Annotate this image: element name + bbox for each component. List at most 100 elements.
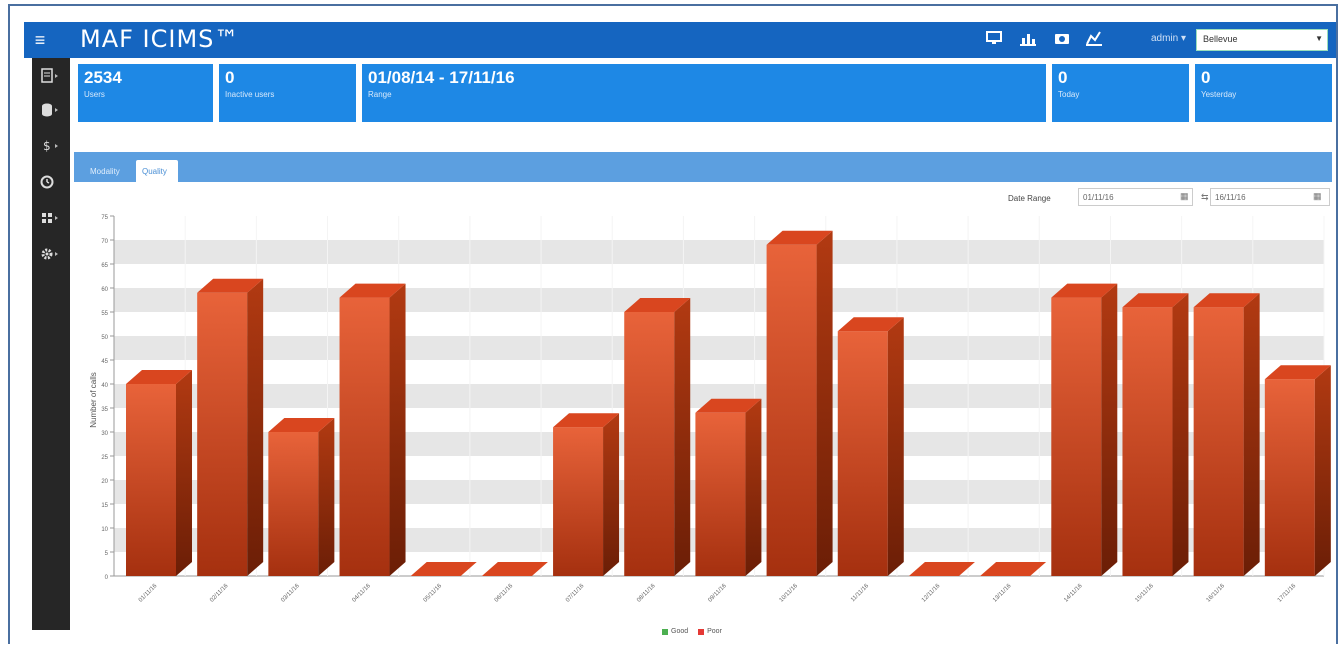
tab-modality[interactable]: Modality [90, 167, 120, 176]
y-tick-label: 25 [101, 455, 108, 461]
y-tick-label: 60 [101, 287, 108, 293]
bar-side [887, 317, 904, 576]
x-tick-label: 04/11/16 [351, 583, 372, 604]
sidebar: $ [32, 58, 70, 630]
bar-side [745, 398, 762, 576]
x-tick-label: 01/11/16 [138, 583, 159, 604]
stat-card-yesterday: 0 Yesterday [1195, 64, 1332, 122]
stat-label: Yesterday [1201, 90, 1237, 99]
grid-band [114, 240, 1324, 264]
bar-front [1193, 307, 1244, 576]
bar-side [1243, 293, 1260, 576]
bar-top [481, 562, 548, 576]
stat-value: 0 [1201, 68, 1211, 87]
y-tick-label: 50 [101, 335, 108, 341]
hamburger-icon[interactable]: ≡ [34, 30, 46, 50]
bar-front [1264, 379, 1315, 576]
x-tick-label: 08/11/16 [636, 583, 657, 604]
stat-label: Today [1058, 90, 1080, 99]
bar-side [318, 418, 335, 576]
location-select[interactable]: Bellevue ▼ [1196, 29, 1328, 51]
legend-swatch-poor [698, 628, 705, 635]
location-select-value: Bellevue [1203, 34, 1238, 44]
stat-label: Inactive users [225, 90, 275, 99]
stat-card-inactive-users: 0 Inactive users [219, 64, 356, 122]
bar-front [126, 384, 176, 576]
x-tick-label: 07/11/16 [565, 583, 586, 604]
bar-top [908, 562, 975, 576]
bar-top [980, 562, 1047, 576]
y-tick-label: 0 [105, 575, 109, 581]
bar-top [339, 283, 406, 298]
legend-label-good: Good [671, 628, 689, 635]
bar-front [197, 292, 248, 576]
bar-front [624, 312, 675, 576]
svg-text:$: $ [43, 139, 51, 153]
x-tick-label: 10/11/16 [779, 583, 800, 604]
legend-label-poor: Poor [707, 628, 722, 635]
calendar-icon[interactable]: ▦ [1313, 191, 1322, 201]
legend-item-poor[interactable]: Poor [698, 628, 722, 635]
grid-icon[interactable] [40, 210, 64, 230]
x-tick-label: 17/11/16 [1277, 583, 1298, 604]
stat-label: Users [84, 90, 105, 99]
app-title: MAF ICIMS™ [80, 25, 240, 53]
bar-top [695, 398, 762, 413]
stat-value: 2534 [84, 68, 122, 87]
y-tick-label: 15 [101, 503, 108, 509]
date-to-input[interactable]: 16/11/16 [1210, 188, 1330, 206]
gear-icon[interactable] [40, 246, 64, 266]
bar-top [410, 562, 477, 576]
bar-side [1314, 365, 1331, 576]
x-tick-label: 06/11/16 [494, 583, 515, 604]
bar-top [197, 278, 264, 293]
bar-top [766, 230, 833, 245]
bar-top [1122, 293, 1189, 308]
x-tick-label: 05/11/16 [423, 583, 444, 604]
database-icon[interactable] [40, 102, 64, 122]
tab-quality[interactable]: Quality [136, 160, 178, 182]
x-tick-label: 14/11/16 [1063, 583, 1084, 604]
y-tick-label: 30 [101, 431, 108, 437]
bar-side [816, 230, 833, 577]
date-range-label: Date Range [1008, 194, 1051, 203]
bar-front [553, 427, 604, 576]
y-tick-label: 65 [101, 263, 108, 269]
toolbar-icons [984, 30, 1106, 52]
line-chart-icon[interactable] [1086, 30, 1106, 52]
clock-icon[interactable] [40, 174, 64, 194]
y-axis-label: Number of calls [89, 372, 98, 428]
calendar-icon[interactable]: ▦ [1180, 191, 1189, 201]
bar-chart-icon[interactable] [1018, 30, 1038, 52]
stat-card-users: 2534 Users [78, 64, 213, 122]
camera-icon[interactable] [1052, 30, 1072, 52]
x-tick-label: 11/11/16 [850, 583, 871, 604]
stat-label: Range [368, 90, 392, 99]
chevron-down-icon: ▼ [1315, 34, 1323, 43]
y-tick-label: 70 [101, 239, 108, 245]
y-tick-label: 40 [101, 383, 108, 389]
bar-top [1193, 293, 1260, 308]
bar-side [674, 298, 691, 576]
bar-side [603, 413, 620, 576]
bar-front [1122, 307, 1173, 576]
legend-item-good[interactable]: Good [662, 628, 688, 635]
stat-card-range: 01/08/14 - 17/11/16 Range [362, 64, 1046, 122]
bar-top [268, 418, 335, 432]
dollar-icon[interactable]: $ [40, 138, 64, 158]
report-icon[interactable] [40, 68, 64, 88]
date-from-input[interactable]: 01/11/16 [1078, 188, 1193, 206]
bar-front [695, 412, 746, 576]
monitor-icon[interactable] [984, 30, 1004, 52]
bar-front [268, 432, 319, 576]
y-tick-label: 20 [101, 479, 108, 485]
stat-value: 01/08/14 - 17/11/16 [368, 68, 515, 87]
grid-band [114, 288, 1324, 312]
y-tick-label: 10 [101, 527, 108, 533]
top-navbar: ≡ MAF ICIMS™ admin ▾ Bellevue ▼ [24, 22, 1336, 58]
user-menu[interactable]: admin ▾ [1150, 33, 1186, 44]
legend-swatch-good [662, 628, 668, 635]
x-tick-label: 16/11/16 [1206, 583, 1227, 604]
chart-legend: Good Poor [662, 628, 722, 635]
stat-card-today: 0 Today [1052, 64, 1189, 122]
